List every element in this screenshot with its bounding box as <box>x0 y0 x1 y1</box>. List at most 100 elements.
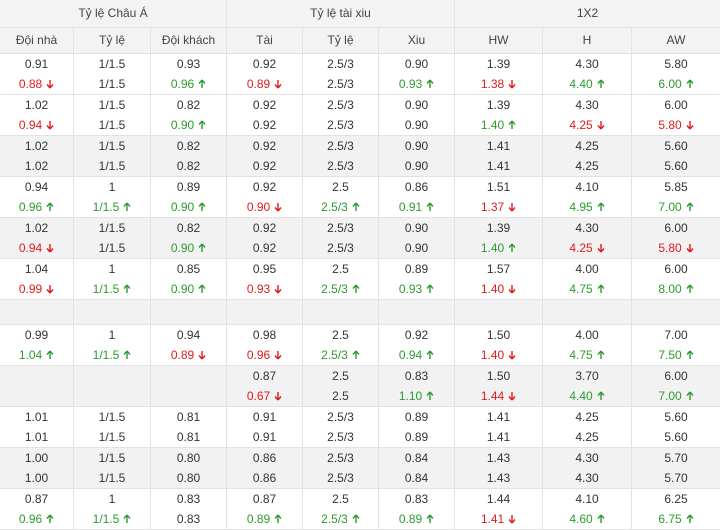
odds-value: 6.75 <box>658 512 682 526</box>
odds-line: 0.82 <box>151 218 226 238</box>
odds-value: 1.41 <box>480 512 505 526</box>
odds-cell: 0.87 0.96 <box>0 489 74 529</box>
odds-value: 1.01 <box>24 430 49 444</box>
odds-value: 5.70 <box>664 451 688 465</box>
trend-arrow <box>686 284 694 293</box>
odds-line: 1 <box>74 259 150 279</box>
odds-cell: 1/1.5 1/1.5 <box>74 54 151 94</box>
odds-value: 2.5/3 <box>327 139 354 153</box>
odds-value: 1.00 <box>24 451 49 465</box>
column-header: Tỷ lệ <box>303 28 379 53</box>
odds-cell: 1.39 1.40 <box>455 218 543 258</box>
trend-arrow <box>198 79 206 88</box>
trend-arrow <box>426 350 434 359</box>
odds-value: 0.87 <box>252 369 277 383</box>
odds-line: 0.90 <box>379 136 454 156</box>
odds-value: 0.92 <box>252 139 277 153</box>
odds-line: 1.02 <box>0 156 73 176</box>
odds-line: 0.90 <box>227 197 302 217</box>
odds-line: 3.70 <box>543 366 631 386</box>
odds-line: 0.90 <box>151 238 226 258</box>
odds-line: 1.44 <box>455 386 542 406</box>
odds-value: 5.80 <box>658 241 682 255</box>
odds-value: 3.70 <box>575 369 599 383</box>
odds-cell: 0.92 0.92 <box>227 218 303 258</box>
odds-value: 0.95 <box>252 262 277 276</box>
odds-cell: 2.5 2.5 <box>303 366 379 406</box>
column-header: Tỷ lệ <box>74 28 151 53</box>
odds-line: 0.90 <box>379 218 454 238</box>
trend-arrow <box>508 243 516 252</box>
odds-cell: 4.00 4.75 <box>543 259 632 299</box>
odds-line: 5.80 <box>632 115 720 135</box>
trend-arrow <box>123 202 131 211</box>
odds-value: 1.41 <box>486 159 511 173</box>
odds-line: 1.41 <box>455 156 542 176</box>
odds-line: 2.5 <box>303 489 378 509</box>
odds-line: 0.94 <box>0 177 73 197</box>
odds-line: 1.00 <box>0 448 73 468</box>
odds-block: 1.01 1.01 1/1.5 1/1.5 0.81 0.81 0.91 0.91 2.5/3 2… <box>0 407 720 448</box>
odds-value: 4.25 <box>575 139 599 153</box>
odds-line: 1 <box>74 325 150 345</box>
odds-cell: 0.84 0.84 <box>379 448 455 488</box>
odds-value: 0.89 <box>246 77 271 91</box>
odds-value: 2.5/3 <box>327 57 354 71</box>
odds-line: 4.00 <box>543 259 631 279</box>
odds-value: 0.84 <box>404 451 429 465</box>
trend-arrow <box>46 285 54 294</box>
odds-line: 2.5 <box>303 366 378 386</box>
trend-arrow <box>508 80 516 89</box>
odds-line: 1/1.5 <box>74 197 150 217</box>
odds-line: 0.93 <box>379 279 454 299</box>
odds-value: 2.5/3 <box>327 410 354 424</box>
odds-line: 2.5/3 <box>303 218 378 238</box>
odds-line: 0.99 <box>0 325 73 345</box>
odds-line: 0.83 <box>151 489 226 509</box>
odds-cell: 0.91 0.88 <box>0 54 74 94</box>
odds-line: 2.5/3 <box>303 156 378 176</box>
odds-line: 2.5/3 <box>303 54 378 74</box>
odds-value: 0.92 <box>252 57 277 71</box>
odds-value: 2.5/3 <box>327 118 354 132</box>
odds-value: 4.95 <box>569 200 593 214</box>
trend-arrow <box>597 514 605 523</box>
odds-cell: 7.00 7.50 <box>632 325 720 365</box>
odds-block: 0.94 0.96 1 1/1.5 0.89 0.90 0.92 0.90 2.5 2.5/3 0.… <box>0 177 720 218</box>
odds-line: 0.96 <box>151 74 226 94</box>
odds-line: 4.75 <box>543 345 631 365</box>
group-header: 1X2 <box>576 6 599 20</box>
odds-line: 0.84 <box>379 468 454 488</box>
odds-value: 4.25 <box>569 241 593 255</box>
odds-cell: 4.10 4.60 <box>543 489 632 529</box>
odds-line: 0.90 <box>379 115 454 135</box>
odds-cell: 1 1/1.5 <box>74 325 151 365</box>
odds-line: 1/1.5 <box>74 156 150 176</box>
odds-value: 0.81 <box>176 410 201 424</box>
odds-cell: 6.00 5.80 <box>632 95 720 135</box>
odds-cell <box>303 300 379 324</box>
trend-arrow <box>352 350 360 359</box>
odds-value: 1.02 <box>24 98 49 112</box>
odds-value: 4.60 <box>569 512 593 526</box>
trend-arrow <box>123 284 131 293</box>
odds-value: 1/1.5 <box>98 57 126 71</box>
odds-line: 5.70 <box>632 468 720 488</box>
odds-value: 0.88 <box>18 77 43 91</box>
odds-value: 0.92 <box>252 221 277 235</box>
odds-cell <box>151 300 227 324</box>
odds-line: 0.94 <box>379 345 454 365</box>
odds-line: 1/1.5 <box>74 115 150 135</box>
odds-cell: 0.92 0.92 <box>227 136 303 176</box>
odds-line: 4.10 <box>543 489 631 509</box>
odds-line: 7.00 <box>632 325 720 345</box>
odds-cell: 0.86 0.86 <box>227 448 303 488</box>
odds-value: 0.82 <box>176 159 201 173</box>
odds-cell: 0.95 0.93 <box>227 259 303 299</box>
odds-cell: 0.82 0.90 <box>151 95 227 135</box>
odds-value: 0.86 <box>252 471 277 485</box>
odds-cell: 2.5/3 2.5/3 <box>303 407 379 447</box>
odds-value: 2.5/3 <box>327 451 354 465</box>
trend-arrow <box>198 284 206 293</box>
odds-line: 8.00 <box>632 279 720 299</box>
